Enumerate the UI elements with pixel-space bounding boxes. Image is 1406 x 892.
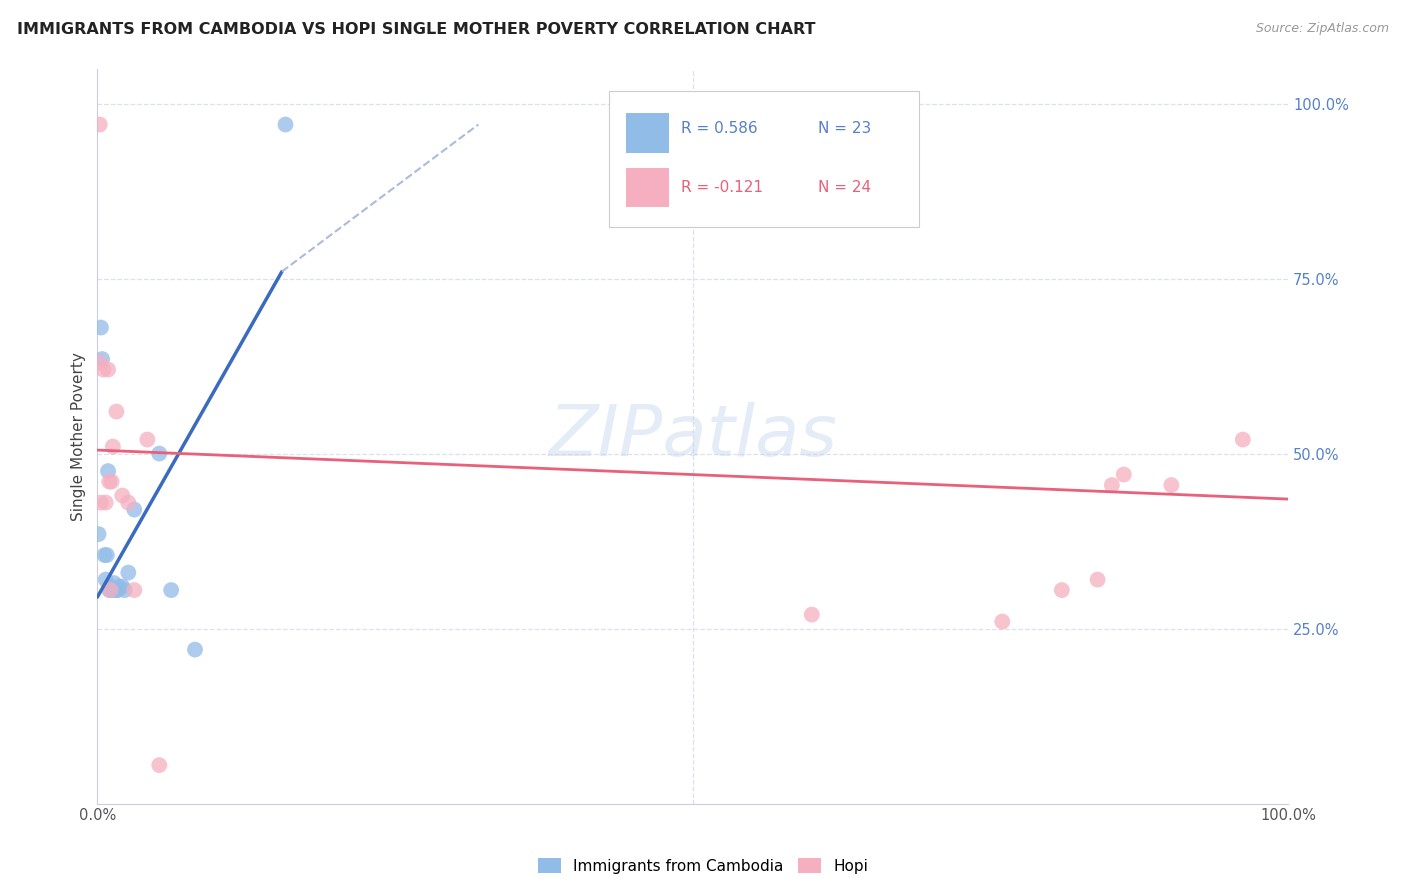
Point: [91, 362, 114, 376]
Point: [94, 495, 117, 509]
Point: [800, 607, 823, 622]
Point: [98, 583, 121, 598]
Point: [97, 362, 120, 376]
Point: [93, 548, 115, 562]
Point: [122, 502, 145, 516]
Point: [89, 355, 111, 369]
Point: [1160, 478, 1182, 492]
Text: Source: ZipAtlas.com: Source: ZipAtlas.com: [1256, 22, 1389, 36]
Point: [96, 548, 118, 562]
FancyBboxPatch shape: [609, 91, 920, 227]
Point: [1101, 478, 1123, 492]
FancyBboxPatch shape: [626, 168, 669, 208]
Point: [100, 583, 122, 598]
Point: [148, 758, 170, 772]
Point: [107, 583, 129, 598]
Text: ZIPatlas: ZIPatlas: [548, 401, 837, 471]
Point: [107, 580, 129, 594]
Text: IMMIGRANTS FROM CAMBODIA VS HOPI SINGLE MOTHER POVERTY CORRELATION CHART: IMMIGRANTS FROM CAMBODIA VS HOPI SINGLE …: [17, 22, 815, 37]
Text: N = 23: N = 23: [818, 121, 870, 136]
Point: [101, 440, 124, 454]
Point: [105, 404, 128, 418]
Point: [105, 583, 128, 598]
Text: R = -0.121: R = -0.121: [681, 180, 763, 195]
Point: [160, 583, 183, 598]
Point: [1087, 573, 1109, 587]
Point: [100, 475, 122, 489]
Point: [100, 580, 122, 594]
Point: [94, 573, 117, 587]
Point: [87, 527, 110, 541]
Point: [89, 118, 111, 132]
Legend: Immigrants from Cambodia, Hopi: Immigrants from Cambodia, Hopi: [531, 852, 875, 880]
Point: [98, 475, 121, 489]
Point: [136, 433, 159, 447]
Y-axis label: Single Mother Poverty: Single Mother Poverty: [72, 351, 86, 521]
Point: [1112, 467, 1135, 482]
Point: [184, 642, 207, 657]
Text: N = 24: N = 24: [818, 180, 870, 195]
Point: [97, 464, 120, 478]
FancyBboxPatch shape: [626, 113, 669, 153]
Point: [111, 489, 134, 503]
Point: [991, 615, 1014, 629]
Point: [90, 495, 112, 509]
Point: [91, 352, 114, 367]
Point: [114, 583, 136, 598]
Point: [148, 446, 170, 460]
Point: [1050, 583, 1073, 598]
Point: [122, 583, 145, 598]
Point: [117, 495, 139, 509]
Point: [111, 580, 134, 594]
Point: [274, 118, 297, 132]
Point: [100, 583, 122, 598]
Text: R = 0.586: R = 0.586: [681, 121, 758, 136]
Point: [1232, 433, 1254, 447]
Point: [103, 576, 125, 591]
Point: [101, 583, 124, 598]
Point: [117, 566, 139, 580]
Point: [90, 320, 112, 334]
